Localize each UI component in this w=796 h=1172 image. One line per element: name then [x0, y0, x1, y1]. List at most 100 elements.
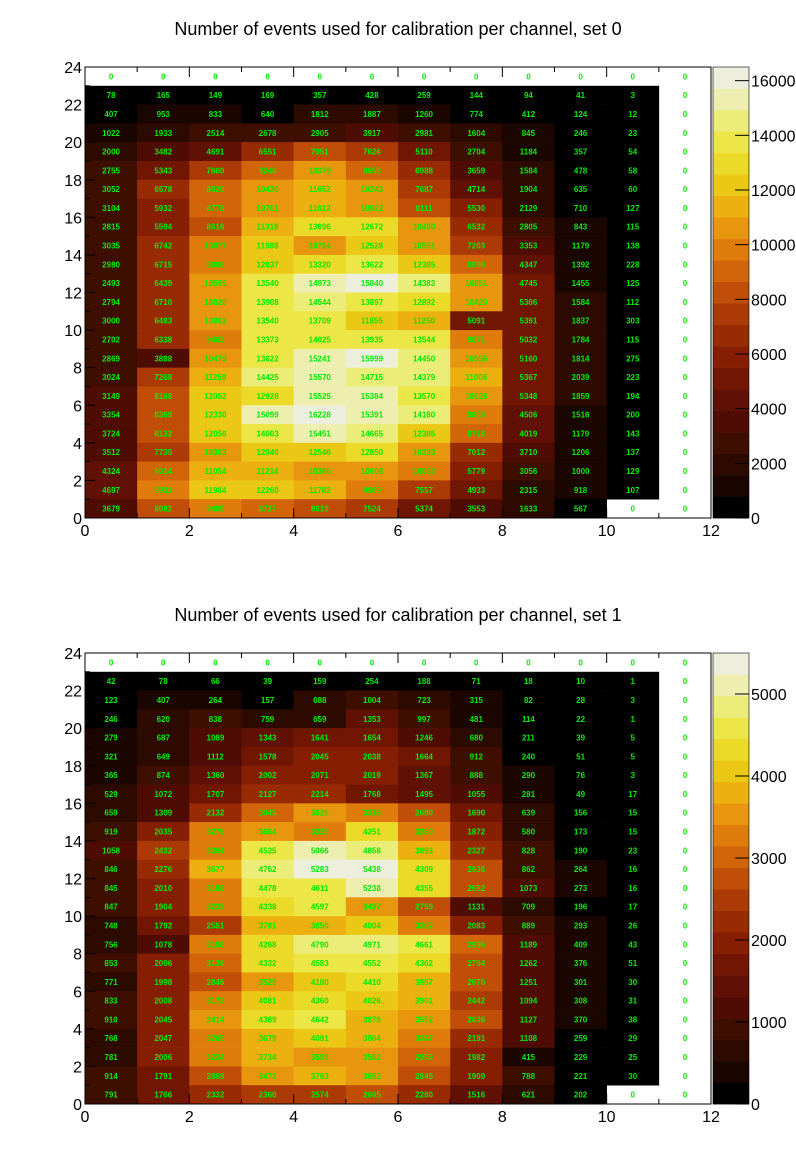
heatmap-cell [345, 878, 399, 898]
heatmap-cell [502, 123, 555, 143]
cell-value-label: 0 [683, 72, 688, 81]
heatmap-cell [450, 367, 503, 387]
cell-value-label: 2574 [311, 1091, 329, 1100]
x-tick-label: 4 [289, 1109, 298, 1126]
cell-value-label: 8890 [467, 260, 485, 269]
heatmap-cell [293, 405, 347, 425]
heatmap-cell [502, 878, 555, 898]
heatmap-cell [189, 480, 242, 500]
cell-value-label: 1309 [154, 809, 172, 818]
cell-value-label: 8369 [154, 411, 172, 420]
cell-value-label: 3 [631, 771, 636, 780]
cell-value-label: 3879 [363, 1015, 381, 1024]
heatmap-cell [137, 671, 190, 691]
heatmap-cell [450, 953, 503, 973]
heatmap-cell [189, 330, 242, 350]
cell-value-label: 580 [522, 828, 536, 837]
cell-value-label: 11006 [465, 373, 487, 382]
cell-value-label: 3188 [207, 940, 225, 949]
heatmap-cell [241, 784, 294, 804]
cell-value-label: 275 [626, 354, 640, 363]
heatmap-cell [345, 1085, 399, 1105]
colorbar-segment [713, 932, 749, 954]
y-tick-label: 14 [64, 834, 82, 851]
colorbar-segment [713, 781, 749, 804]
cell-value-label: 240 [522, 752, 536, 761]
colorbar-segment [713, 367, 749, 390]
cell-value-label: 15391 [361, 411, 384, 420]
cell-value-label: 159 [313, 677, 327, 686]
heatmap-cell [293, 709, 347, 729]
heatmap-cell [85, 916, 138, 936]
cell-value-label: 1812 [311, 110, 329, 119]
cell-value-label: 10479 [204, 354, 227, 363]
cell-value-label: 4933 [467, 486, 485, 495]
heatmap-cell [398, 160, 451, 181]
heatmap-cell [241, 690, 294, 710]
heatmap-cell [450, 709, 503, 729]
heatmap-cell [450, 273, 503, 293]
cell-value-label: 838 [209, 715, 223, 724]
cell-value-label: 11984 [205, 486, 227, 495]
cell-value-label: 13540 [256, 317, 279, 326]
cell-value-label: 211 [522, 734, 535, 743]
cell-value-label: 2127 [259, 790, 277, 799]
cell-value-label: 115 [626, 223, 639, 232]
heatmap-cell [293, 254, 347, 275]
heatmap-cell [554, 461, 607, 481]
chart-title-set1: Number of events used for calibration pe… [174, 605, 622, 625]
cell-value-label: 1131 [468, 903, 486, 912]
colorbar-segment [713, 824, 749, 847]
heatmap-cell [241, 499, 294, 519]
heatmap-cell [85, 746, 138, 767]
cell-value-label: 29 [628, 1034, 637, 1043]
heatmap-cell [450, 405, 503, 425]
heatmap-cell [345, 104, 399, 124]
cell-value-label: 3512 [102, 448, 120, 457]
cell-value-label: 2045 [154, 1015, 172, 1024]
cell-value-label: 9886 [467, 411, 485, 420]
cell-value-label: 2019 [363, 771, 381, 780]
colorbar-segment [713, 1082, 749, 1105]
cell-value-label: 7557 [415, 486, 433, 495]
cell-value-label: 5091 [467, 317, 485, 326]
heatmap-cell [502, 822, 555, 842]
cell-value-label: 2665 [363, 1091, 381, 1100]
cell-value-label: 843 [574, 223, 588, 232]
cell-value-label: 0 [578, 658, 583, 667]
heatmap-cell [241, 840, 294, 861]
heatmap-cell [241, 424, 294, 444]
heatmap-cell [189, 916, 242, 936]
y-tick-label: 0 [73, 1097, 82, 1114]
cell-value-label: 10233 [413, 448, 436, 457]
heatmap-cell [241, 311, 294, 331]
cell-value-label: 6532 [467, 223, 485, 232]
cell-value-label: 1766 [154, 1091, 172, 1100]
heatmap-cell [85, 803, 138, 823]
heatmap-cell [345, 859, 399, 879]
cell-value-label: 10033 [413, 467, 436, 476]
colorbar-tick-label: 0 [751, 511, 760, 528]
heatmap-cell [137, 934, 190, 954]
heatmap-cell [241, 953, 294, 973]
heatmap-cell [502, 424, 555, 444]
cell-value-label: 3482 [154, 148, 172, 157]
heatmap-cell [293, 104, 347, 124]
heatmap-cell [502, 1028, 555, 1048]
heatmap-cell [606, 953, 660, 973]
x-tick-label: 10 [598, 1109, 616, 1126]
cell-value-label: 529 [104, 790, 118, 799]
heatmap-cell [189, 254, 242, 275]
heatmap-cell [606, 311, 660, 331]
cell-value-label: 953 [157, 110, 171, 119]
heatmap-cell [502, 690, 555, 710]
heatmap-cell [398, 405, 451, 425]
heatmap-cell [502, 480, 555, 500]
cell-value-label: 254 [365, 677, 379, 686]
cell-value-label: 1872 [467, 828, 485, 837]
heatmap-cell [189, 499, 242, 519]
cell-value-label: 0 [631, 1091, 636, 1100]
x-tick-label: 0 [81, 1109, 90, 1126]
heatmap-cell [554, 142, 607, 162]
